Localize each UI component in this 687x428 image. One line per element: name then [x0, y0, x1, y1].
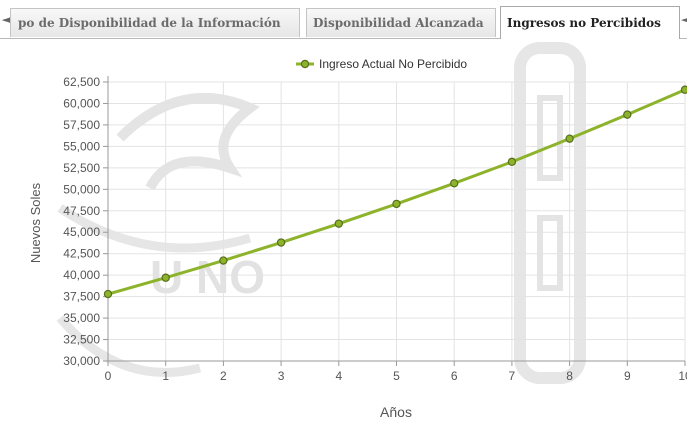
data-point — [623, 110, 632, 119]
y-tick-label: 35,000 — [63, 311, 100, 325]
y-tick-label: 32,500 — [63, 333, 100, 347]
tab-tiempo-disponibilidad[interactable]: po de Disponibilidad de la Información — [10, 8, 300, 37]
data-point — [161, 273, 170, 282]
x-tick-label: 3 — [278, 369, 285, 383]
data-point — [219, 256, 228, 265]
tab-bar: ◄ po de Disponibilidad de la Información… — [0, 0, 687, 39]
x-tick-label: 5 — [393, 369, 400, 383]
y-tick-label: 40,000 — [63, 268, 100, 282]
data-point — [103, 289, 113, 299]
legend-label: Ingreso Actual No Percibido — [319, 57, 467, 71]
data-point — [450, 179, 459, 188]
x-tick-label: 4 — [335, 369, 342, 383]
y-tick-label: 50,000 — [63, 182, 100, 196]
y-tick-label: 52,500 — [63, 161, 100, 175]
legend[interactable]: Ingreso Actual No Percibido — [296, 57, 467, 71]
tab-scroll-left-icon[interactable]: ◄ — [1, 13, 11, 26]
x-tick-label: 1 — [162, 369, 169, 383]
tab-ingresos-no-percibidos[interactable]: Ingresos no Percibidos — [500, 6, 680, 39]
legend-marker — [300, 59, 310, 69]
data-point — [507, 157, 517, 167]
x-tick-label: 6 — [451, 369, 458, 383]
line-chart: U NO 30,000 32,500 35,000 37,500 40,000 42,50… — [28, 42, 687, 420]
data-point — [276, 238, 286, 247]
x-axis-ticks: 0 1 2 3 4 5 6 7 8 9 10 — [105, 361, 687, 383]
y-axis-label: Nuevos Soles — [28, 182, 43, 263]
chart-grid — [107, 81, 686, 362]
data-point — [565, 134, 574, 143]
y-tick-label: 55,000 — [63, 139, 100, 153]
y-tick-label: 62,500 — [63, 75, 100, 89]
y-tick-label: 45,000 — [63, 225, 100, 239]
x-tick-label: 9 — [624, 369, 631, 383]
chart-series — [103, 85, 687, 299]
y-tick-label: 37,500 — [63, 290, 100, 304]
y-tick-label: 60,000 — [63, 96, 100, 110]
x-tick-label: 7 — [509, 369, 516, 383]
y-tick-label: 42,500 — [63, 247, 100, 261]
y-axis-ticks: 30,000 32,500 35,000 37,500 40,000 42,500 45,0… — [63, 75, 108, 368]
x-tick-label: 2 — [220, 369, 227, 383]
data-point — [392, 199, 401, 209]
x-tick-label: 8 — [566, 369, 573, 383]
tab-scroll-right-icon[interactable]: ◄ — [681, 13, 687, 26]
x-tick-label: 0 — [105, 369, 112, 383]
data-point — [334, 219, 343, 228]
data-point — [680, 85, 687, 94]
x-axis-label: Años — [380, 404, 412, 420]
y-tick-label: 30,000 — [63, 354, 100, 368]
x-tick-label: 10 — [678, 369, 687, 383]
y-tick-label: 57,500 — [63, 118, 100, 132]
watermark-logo: U NO — [56, 42, 586, 384]
tab-disponibilidad-alcanzada[interactable]: Disponibilidad Alcanzada — [306, 8, 496, 37]
y-tick-label: 47,500 — [63, 204, 100, 218]
